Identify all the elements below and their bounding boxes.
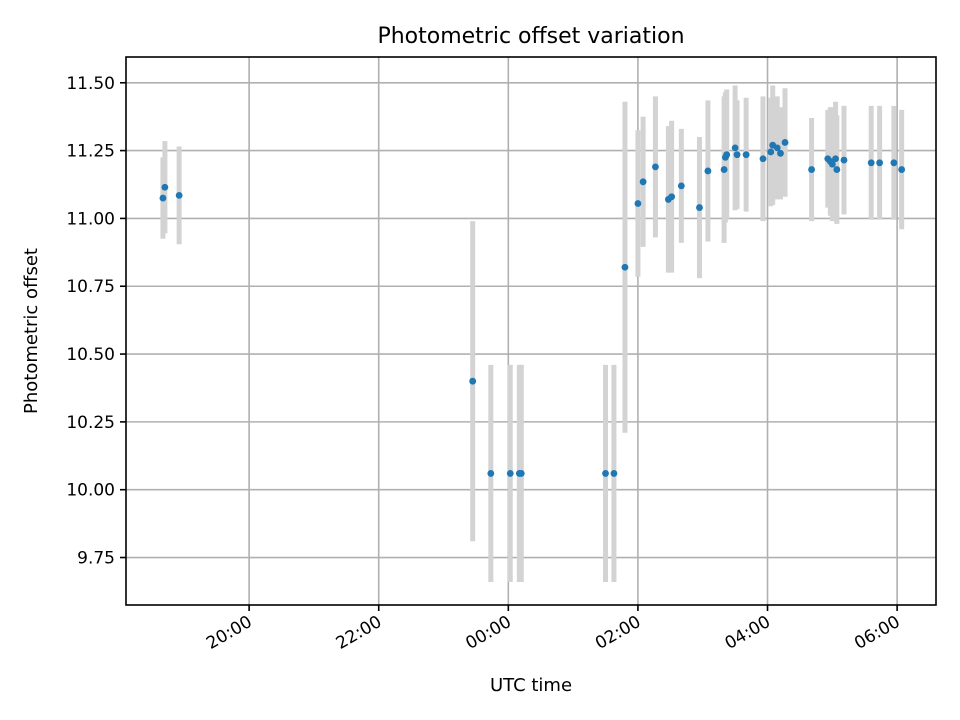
point-layer bbox=[159, 139, 906, 477]
data-point bbox=[506, 470, 514, 477]
data-point bbox=[876, 159, 884, 167]
y-tick-label: 11.50 bbox=[66, 74, 115, 94]
data-point bbox=[767, 148, 775, 156]
y-tick-label: 11.00 bbox=[66, 209, 115, 229]
data-point bbox=[773, 144, 781, 152]
data-point bbox=[175, 191, 183, 199]
data-point bbox=[159, 194, 167, 202]
data-point bbox=[733, 151, 741, 159]
data-point bbox=[621, 263, 629, 271]
data-point bbox=[832, 155, 839, 163]
data-point bbox=[777, 149, 784, 157]
data-point bbox=[720, 166, 728, 173]
data-point bbox=[610, 470, 618, 477]
plot-frame bbox=[125, 56, 937, 606]
data-point bbox=[828, 160, 836, 168]
data-point bbox=[808, 166, 815, 173]
errorbar-layer bbox=[160, 85, 905, 582]
data-point bbox=[759, 155, 767, 163]
chart-title: Photometric offset variation bbox=[377, 24, 684, 49]
data-point bbox=[634, 200, 642, 207]
x-axis-label: UTC time bbox=[490, 675, 572, 696]
grid-layer bbox=[126, 57, 936, 605]
y-tick-label: 10.75 bbox=[66, 277, 115, 297]
y-tick-label: 9.75 bbox=[77, 549, 115, 569]
data-point bbox=[781, 139, 789, 146]
data-point bbox=[639, 178, 647, 186]
data-point bbox=[833, 166, 841, 173]
data-point bbox=[668, 193, 676, 201]
data-point bbox=[723, 151, 731, 159]
data-point bbox=[469, 377, 477, 385]
x-tick-label: 06:00 bbox=[851, 612, 903, 654]
x-tick-label: 22:00 bbox=[333, 612, 385, 654]
y-tick-label: 10.50 bbox=[66, 345, 115, 365]
data-point bbox=[487, 470, 495, 477]
data-point bbox=[652, 163, 659, 171]
data-point bbox=[898, 166, 906, 173]
x-tick-label: 00:00 bbox=[462, 612, 514, 654]
data-point bbox=[517, 470, 525, 477]
x-tick-label: 20:00 bbox=[203, 612, 255, 654]
x-tick-label: 04:00 bbox=[722, 612, 774, 654]
data-point bbox=[731, 144, 739, 152]
data-point bbox=[704, 167, 712, 175]
data-point bbox=[890, 159, 898, 167]
data-point bbox=[867, 159, 875, 167]
y-tick-label: 10.25 bbox=[66, 413, 115, 433]
data-point bbox=[602, 470, 609, 477]
data-point bbox=[840, 156, 848, 164]
y-tick-label: 11.25 bbox=[66, 142, 115, 162]
data-point bbox=[696, 204, 703, 211]
x-tick-label: 02:00 bbox=[592, 612, 644, 654]
y-axis-label: Photometric offset bbox=[21, 248, 42, 414]
data-point bbox=[742, 151, 750, 159]
data-point bbox=[161, 183, 169, 191]
data-point bbox=[677, 182, 685, 190]
y-tick-label: 10.00 bbox=[66, 481, 115, 501]
